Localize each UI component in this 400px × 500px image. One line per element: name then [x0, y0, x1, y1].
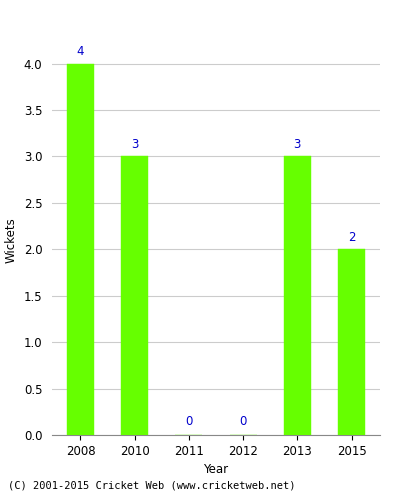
Text: 4: 4: [77, 45, 84, 58]
Text: 3: 3: [294, 138, 301, 151]
Bar: [67, 64, 94, 435]
Y-axis label: Wickets: Wickets: [5, 217, 18, 263]
Bar: [284, 156, 311, 435]
Text: 2: 2: [348, 230, 355, 243]
Text: (C) 2001-2015 Cricket Web (www.cricketweb.net): (C) 2001-2015 Cricket Web (www.cricketwe…: [8, 480, 296, 490]
Text: 0: 0: [185, 414, 192, 428]
Text: 3: 3: [131, 138, 138, 151]
Bar: [338, 250, 365, 435]
X-axis label: Year: Year: [204, 464, 228, 476]
Bar: [121, 156, 148, 435]
Text: 0: 0: [240, 414, 247, 428]
